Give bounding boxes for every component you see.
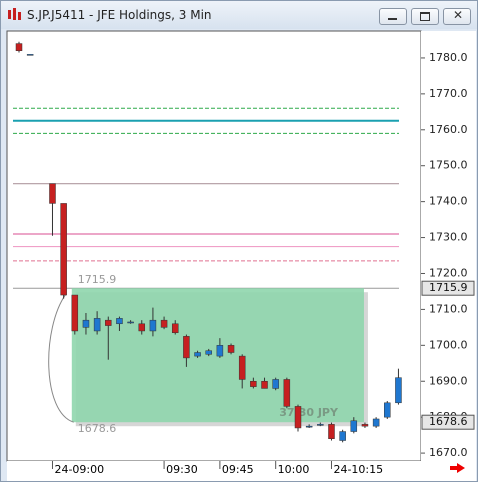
candle-body: [205, 350, 212, 355]
candle-body: [93, 318, 101, 332]
y-tick-label: 1770.0: [429, 87, 468, 100]
candle-body: [272, 379, 279, 389]
close-button[interactable]: ✕: [443, 8, 471, 25]
measure-arc: [48, 293, 74, 423]
price-tag: [421, 280, 475, 296]
y-tick-label: 1730.0: [429, 231, 468, 244]
x-tick-label: 24-09:00: [54, 463, 104, 476]
candle-body: [127, 321, 134, 324]
measure-from-label: 1715.9: [78, 273, 117, 286]
candle-body: [227, 345, 235, 353]
measure-label: 37.30 JPY: [279, 406, 339, 419]
y-tick-label: 1720.0: [429, 266, 468, 279]
measure-to-label: 1678.6: [78, 422, 117, 435]
price-tag-label: 1678.6: [429, 415, 468, 428]
candle-body: [82, 319, 90, 328]
price-tag: [421, 414, 475, 430]
candle-body: [216, 345, 224, 357]
app-icon: [8, 8, 21, 20]
y-tick-label: 1670.0: [429, 446, 468, 459]
x-tick-label: 09:30: [166, 463, 198, 476]
y-tick-label: 1740.0: [429, 195, 468, 208]
candle-body: [294, 406, 302, 429]
candle-body: [149, 319, 157, 332]
y-tick-label: 1760.0: [429, 123, 468, 136]
scroll-arrow[interactable]: [450, 463, 465, 473]
candle-body: [49, 183, 56, 204]
title-bar: S.JP.J5411 - JFE Holdings, 3 Min ✕: [1, 1, 477, 29]
y-tick-label: 1750.0: [429, 159, 468, 172]
candle-body: [26, 54, 34, 56]
window-title: S.JP.J5411 - JFE Holdings, 3 Min: [27, 8, 212, 22]
candle-body: [116, 318, 123, 325]
candle-body: [183, 336, 190, 359]
candle-body: [384, 402, 391, 418]
candle-body: [194, 352, 201, 357]
candle-body: [261, 381, 268, 389]
y-tick-label: 1690.0: [429, 374, 468, 387]
candle-body: [305, 425, 313, 428]
y-tick-label: 1710.0: [429, 302, 468, 315]
candle-body: [361, 424, 369, 427]
candle-body: [283, 379, 291, 407]
price-axis: [421, 31, 476, 461]
candle-body: [250, 381, 257, 387]
candle-body: [317, 424, 324, 426]
y-tick-label: 1700.0: [429, 338, 468, 351]
candle-body: [160, 319, 168, 328]
y-tick-label: 1780.0: [429, 51, 468, 64]
candle-body: [60, 203, 67, 296]
candle-body: [138, 323, 146, 332]
candle-body: [15, 43, 23, 52]
candle-body: [350, 420, 358, 432]
candle-body: [339, 431, 346, 441]
chart: 1670.01680.01690.01700.01710.01720.01730…: [6, 30, 476, 481]
candle-body: [395, 377, 402, 404]
x-tick-label: 09:45: [222, 463, 254, 476]
price-tag-label: 1715.9: [429, 281, 468, 294]
candle-body: [238, 355, 246, 380]
x-tick-label: 24-10:15: [333, 463, 383, 476]
candle-body: [71, 294, 79, 332]
candle-body: [105, 319, 112, 326]
candle-body: [171, 323, 179, 334]
candle-body: [328, 424, 335, 439]
restore-button[interactable]: [411, 8, 439, 25]
time-axis: [7, 461, 476, 481]
candle-body: [372, 418, 380, 427]
x-tick-label: 10:00: [278, 463, 310, 476]
minimize-button[interactable]: [379, 8, 407, 25]
